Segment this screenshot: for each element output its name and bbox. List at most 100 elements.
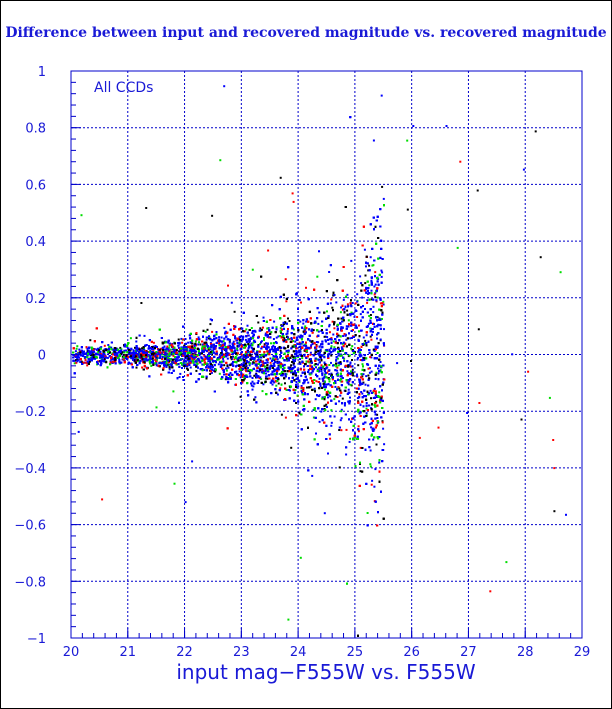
scatter-point (238, 368, 241, 371)
scatter-point (175, 363, 178, 366)
scatter-point (320, 410, 323, 413)
scatter-point (367, 269, 370, 272)
scatter-point (75, 359, 78, 362)
scatter-point (176, 353, 179, 356)
scatter-point (220, 336, 223, 339)
scatter-point (227, 366, 230, 369)
scatter-point (299, 345, 302, 348)
scatter-point (209, 318, 212, 321)
scatter-point (258, 356, 261, 359)
scatter-point (367, 374, 370, 377)
scatter-point (330, 361, 332, 364)
scatter-point (345, 453, 348, 456)
scatter-point (275, 373, 278, 376)
scatter-point (349, 365, 352, 368)
scatter-point (288, 368, 291, 371)
scatter-point (232, 340, 235, 343)
scatter-point (340, 410, 343, 413)
scatter-point (360, 282, 363, 285)
scatter-point (261, 390, 264, 393)
scatter-point (316, 368, 319, 371)
scatter-point (330, 372, 333, 375)
scatter-point (328, 348, 331, 351)
scatter-point (376, 417, 379, 419)
scatter-point (230, 301, 233, 304)
scatter-point (374, 468, 377, 471)
scatter-point (183, 361, 186, 364)
scatter-point (359, 313, 362, 316)
scatter-point (374, 292, 377, 295)
scatter-point (198, 354, 201, 357)
scatter-point (120, 348, 123, 351)
scatter-point (287, 344, 290, 347)
scatter-point (204, 330, 207, 333)
scatter-point (274, 375, 277, 378)
scatter-point (304, 329, 306, 332)
scatter-point (369, 256, 372, 259)
scatter-point (296, 386, 299, 389)
scatter-point (327, 393, 330, 396)
scatter-point (194, 360, 197, 363)
scatter-point (233, 358, 236, 361)
scatter-point (169, 348, 172, 351)
scatter-point (330, 421, 333, 424)
scatter-point (333, 327, 336, 330)
scatter-point (195, 369, 198, 372)
scatter-point (199, 343, 202, 346)
scatter-point (377, 372, 380, 375)
scatter-point (338, 387, 341, 390)
scatter-point (208, 352, 210, 355)
scatter-point (369, 463, 372, 466)
scatter-point (349, 303, 352, 306)
scatter-point (362, 373, 365, 376)
scatter-point (247, 367, 249, 369)
scatter-point (370, 289, 373, 292)
scatter-point (287, 328, 289, 330)
scatter-point (379, 338, 382, 341)
scatter-point (294, 358, 297, 361)
scatter-point (315, 380, 318, 383)
scatter-point (297, 385, 300, 388)
scatter-point (333, 415, 336, 418)
scatter-point (342, 298, 345, 301)
scatter-point (326, 406, 328, 408)
scatter-point (333, 346, 336, 349)
scatter-point (326, 350, 329, 353)
scatter-point (175, 349, 178, 352)
grid-lines (71, 71, 582, 638)
scatter-point (339, 311, 342, 314)
scatter-point (343, 357, 346, 360)
scatter-point (339, 394, 342, 397)
scatter-point (227, 284, 229, 287)
scatter-point (333, 398, 336, 401)
scatter-point (317, 341, 320, 344)
scatter-point (356, 397, 359, 400)
scatter-point (152, 360, 155, 362)
scatter-point (361, 375, 364, 378)
scatter-point (347, 382, 350, 384)
scatter-point (97, 350, 100, 353)
scatter-point (365, 375, 368, 378)
scatter-point (132, 357, 135, 360)
scatter-point (254, 373, 257, 376)
scatter-point (249, 336, 252, 339)
scatter-point (287, 346, 289, 349)
scatter-point (203, 369, 206, 371)
scatter-point (335, 340, 337, 343)
scatter-point (177, 359, 180, 362)
scatter-point (249, 371, 252, 374)
scatter-point (371, 264, 374, 267)
scatter-point (357, 400, 360, 403)
scatter-point (238, 370, 241, 373)
scatter-point (380, 275, 383, 278)
scatter-point (263, 343, 266, 346)
scatter-point (284, 416, 287, 419)
scatter-point (301, 357, 304, 360)
scatter-point (311, 343, 314, 345)
scatter-point (368, 264, 371, 267)
scatter-point (232, 351, 235, 354)
scatter-point (75, 347, 78, 350)
scatter-point (298, 361, 301, 364)
scatter-point (297, 370, 300, 373)
scatter-point (340, 429, 343, 432)
